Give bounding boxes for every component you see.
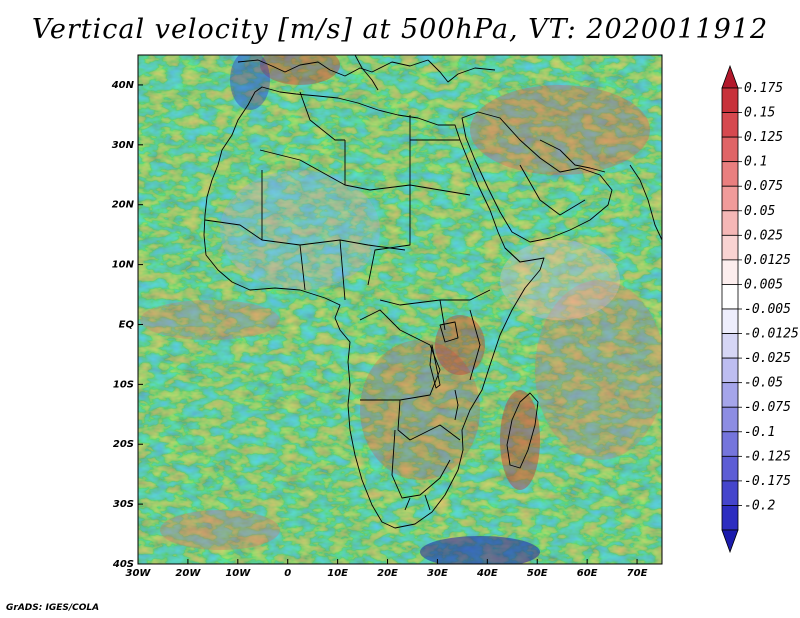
colorbar-label: -0.2 [744, 498, 775, 513]
colorbar-swatch [721, 112, 739, 138]
colorbar-label: -0.175 [744, 474, 791, 489]
colorbar-swatch [721, 480, 739, 506]
country-borders [204, 91, 586, 511]
colorbar-label: 0.075 [744, 179, 783, 194]
longitude-axis: 30W 20W 10W 0 10E 20E 30E 40E 50E 60E 70E [126, 559, 648, 579]
colorbar-label: 0.125 [744, 130, 783, 145]
colorbar-top-arrow [721, 64, 739, 89]
colorbar-label: -0.025 [744, 351, 791, 366]
colorbar-swatch [721, 382, 739, 408]
lake-malawi [454, 389, 459, 421]
lat-tick-label: 10S [113, 379, 134, 390]
colorbar-swatch [721, 161, 739, 187]
plot-frame [137, 54, 663, 565]
lat-tick-label: 10N [112, 260, 135, 271]
colorbar-label: 0.1 [744, 155, 767, 170]
italy-coastline [354, 55, 379, 91]
africa-coastline [203, 86, 545, 529]
colorbar-label: 0.05 [744, 204, 775, 219]
colorbar: 0.175 0.15 0.125 0.1 0.075 0.05 0.025 0.0125 0.0… [721, 64, 799, 554]
lat-tick-label: 20N [112, 200, 135, 211]
colorbar-label: -0.075 [744, 400, 791, 415]
colorbar-swatch [721, 406, 739, 433]
colorbar-swatch [721, 234, 739, 261]
lat-tick-label: 40N [111, 80, 135, 91]
lake-victoria [439, 321, 459, 343]
colorbar-swatch [721, 431, 739, 457]
lon-tick-label: 10E [327, 568, 348, 579]
colorbar-bottom-arrow [721, 529, 739, 554]
colorbar-label: 0.025 [744, 228, 783, 243]
colorbar-label: -0.1 [744, 425, 775, 440]
colorbar-label: -0.0125 [744, 327, 799, 342]
lon-tick-label: 50E [527, 568, 548, 579]
colorbar-swatch [721, 308, 739, 334]
europe-coastline [237, 59, 429, 77]
lat-tick-label: EQ [119, 319, 135, 330]
vertical-velocity-field [138, 55, 662, 564]
colorbar-swatch [721, 284, 739, 310]
colorbar-swatch [721, 357, 739, 384]
greece-coastline [427, 59, 496, 83]
lon-tick-label: 70E [627, 568, 648, 579]
colorbar-label: -0.05 [744, 376, 783, 391]
colorbar-swatch [721, 259, 739, 285]
footer-credit: GrADS: IGES/COLA [6, 603, 100, 613]
lon-tick-label: 60E [577, 568, 598, 579]
colorbar-label: -0.005 [744, 302, 791, 317]
colorbar-label: -0.125 [744, 449, 791, 464]
colorbar-swatch [721, 87, 739, 113]
colorbar-swatch [721, 333, 739, 359]
colorbar-swatch [721, 455, 739, 482]
lat-tick-label: 30N [112, 140, 135, 151]
lat-tick-label: 20S [113, 439, 134, 450]
lon-tick-label: 0 [284, 568, 291, 579]
lon-tick-label: 40E [476, 568, 498, 579]
lake-tanganyika [429, 344, 441, 389]
arabia-coastline [461, 111, 613, 243]
coastlines-and-borders [203, 55, 662, 529]
colorbar-label: 0.15 [744, 106, 775, 121]
lat-tick-label: 30S [113, 499, 134, 510]
latitude-axis: 40N 30N 20N 10N EQ 10S 20S 30S 40S [111, 80, 143, 570]
colorbar-label: 0.175 [744, 81, 783, 96]
persian-gulf-coastline [539, 139, 606, 173]
madagascar-coastline [506, 392, 539, 469]
lon-tick-label: 30W [126, 568, 152, 579]
colorbar-label: 0.0125 [744, 253, 791, 268]
map-title: Vertical velocity [m/s] at 500hPa, VT: 2… [31, 14, 769, 45]
colorbar-swatch [721, 136, 739, 163]
india-coastline [629, 164, 662, 241]
lon-tick-label: 20E [377, 568, 398, 579]
colorbar-swatch [721, 505, 739, 531]
colorbar-swatch [721, 185, 739, 212]
colorbar-label: 0.005 [744, 277, 783, 292]
lon-tick-label: 20W [175, 568, 201, 579]
colorbar-swatch [721, 210, 739, 236]
lon-tick-label: 10W [225, 568, 251, 579]
lat-tick-label: 40S [112, 559, 134, 570]
lon-tick-label: 30E [427, 568, 448, 579]
